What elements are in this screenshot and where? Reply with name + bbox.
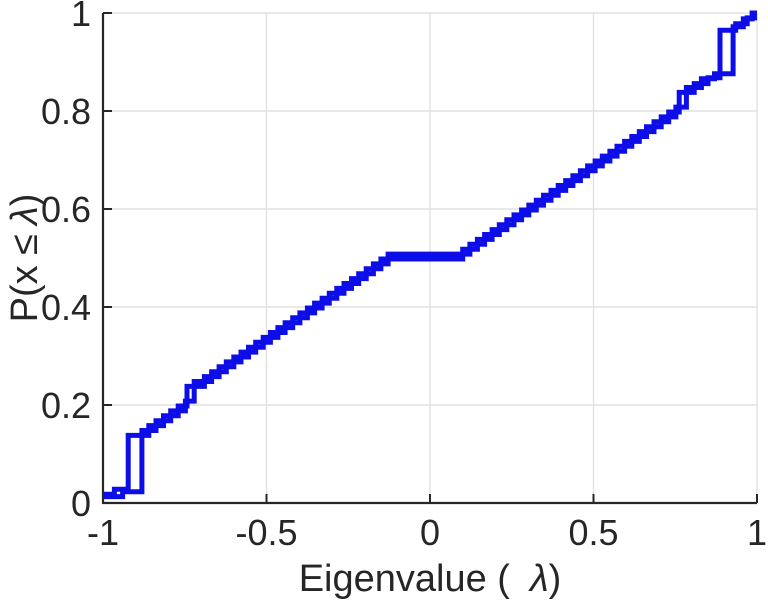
y-tick-label: 0.4 [41, 287, 91, 328]
x-tick-label: -0.5 [235, 512, 297, 553]
y-tick-label: 1 [71, 0, 91, 34]
x-axis-label-close: ) [548, 558, 562, 600]
y-tick-label: 0.6 [41, 189, 91, 230]
y-axis-label: P(x ≤ λ) [4, 193, 46, 323]
y-tick-label: 0.2 [41, 385, 91, 426]
y-axis-label-close: ) [4, 193, 46, 207]
y-tick-label: 0 [71, 483, 91, 524]
x-tick-label: 0 [420, 512, 440, 553]
x-tick-label: 1 [747, 512, 767, 553]
ecdf-curve-2 [103, 10, 757, 500]
lambda-symbol: λ [4, 206, 46, 225]
lambda-symbol: λ [529, 558, 549, 600]
x-tick-label: -1 [87, 512, 119, 553]
x-axis-label: Eigenvalue ( λ) [103, 560, 757, 598]
y-tick-label: 0.8 [41, 91, 91, 132]
x-tick-label: 0.5 [568, 512, 618, 553]
y-axis-label-text: P(x ≤ [4, 233, 46, 323]
x-axis-label-text: Eigenvalue ( [298, 558, 510, 600]
